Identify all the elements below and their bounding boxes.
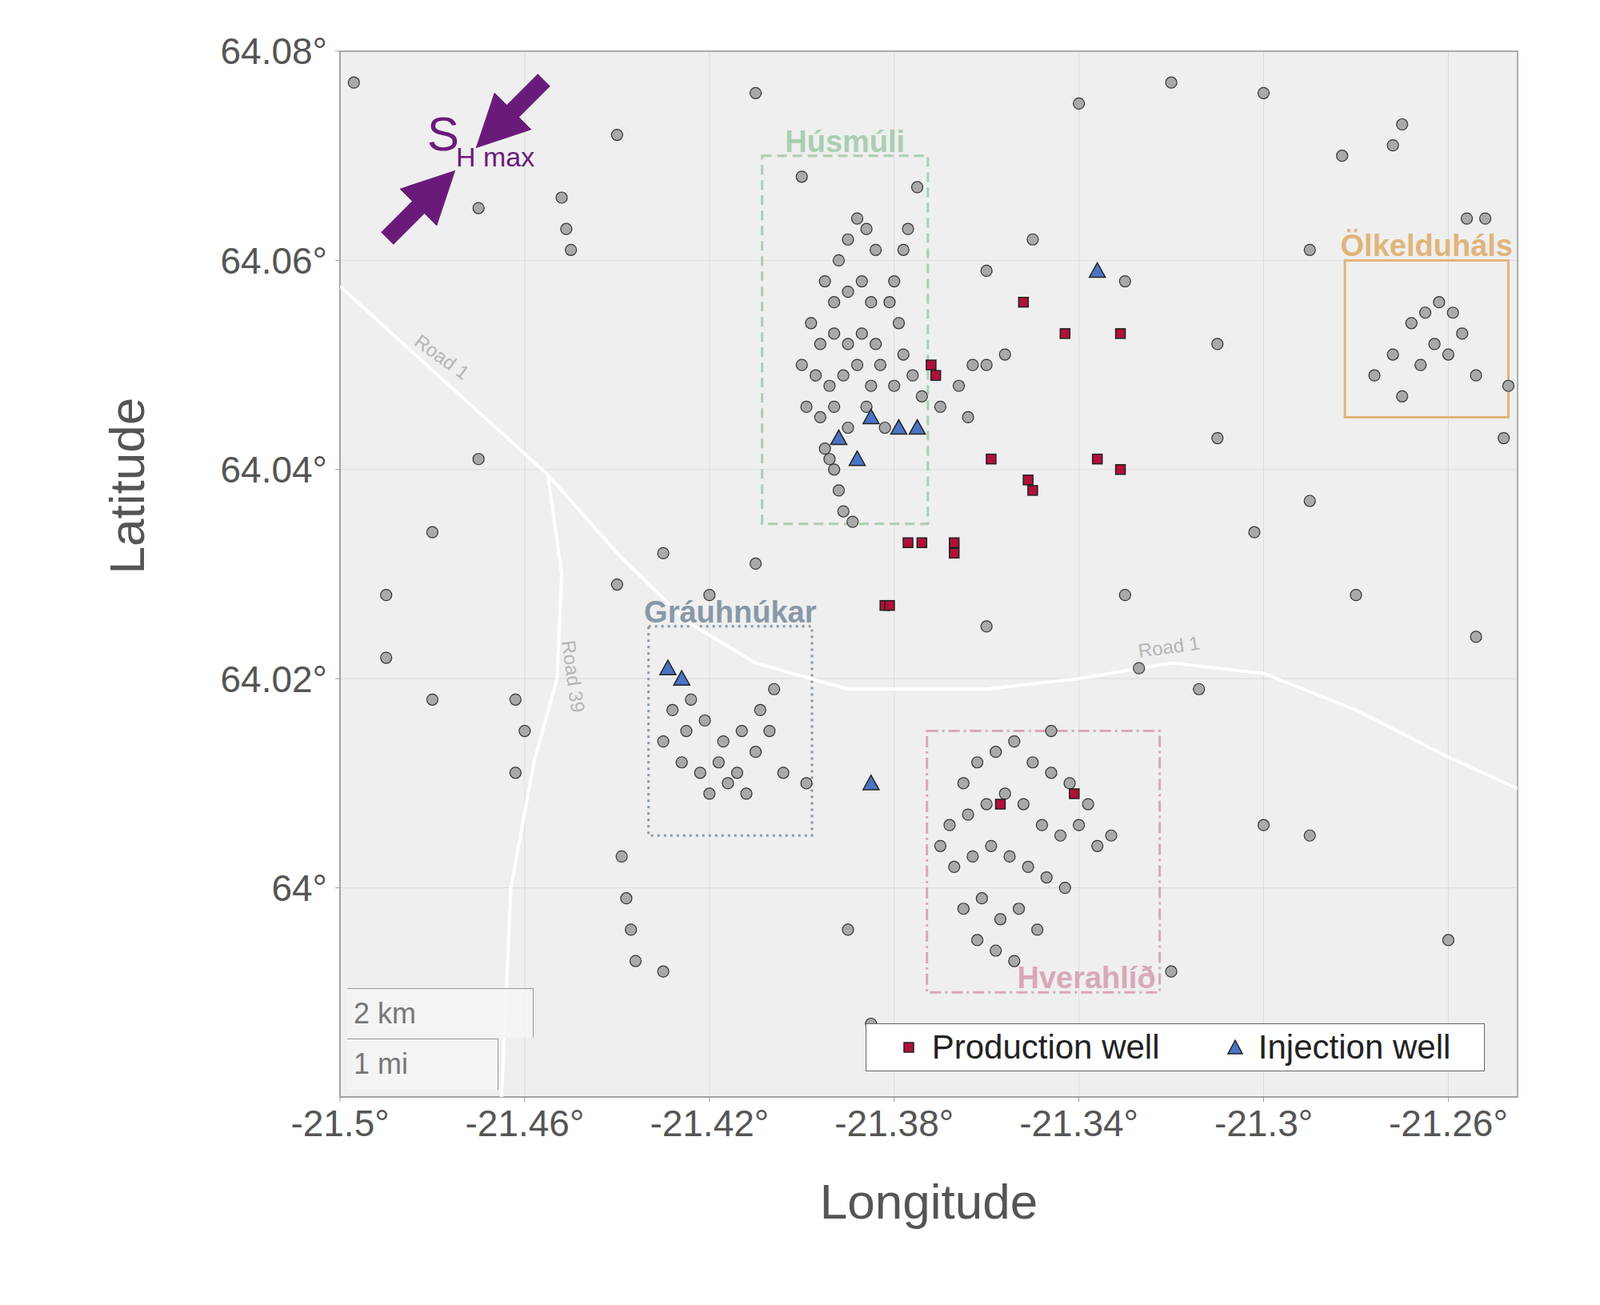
svg-text:-21.46°: -21.46°: [464, 1102, 584, 1144]
svg-text:Road 1: Road 1: [1136, 632, 1201, 663]
svg-text:-21.38°: -21.38°: [834, 1102, 954, 1144]
html-text:Injection well: Injection well: [1258, 1028, 1451, 1066]
svg-text:Road 1: Road 1: [410, 329, 473, 384]
svg-text:S: S: [427, 107, 460, 161]
svg-text:64°: 64°: [271, 867, 328, 909]
svg-text:-21.3°: -21.3°: [1214, 1102, 1313, 1144]
svg-text:Hverahlíð: Hverahlíð: [1016, 960, 1156, 995]
html-text:1 mi: 1 mi: [353, 1047, 408, 1080]
svg-text:64.06°: 64.06°: [220, 240, 328, 282]
svg-text:H max: H max: [456, 141, 535, 172]
svg-text:Longitude: Longitude: [820, 1173, 1038, 1229]
svg-text:Húsmúli: Húsmúli: [784, 124, 905, 159]
svg-text:Latitude: Latitude: [99, 397, 155, 575]
svg-text:-21.5°: -21.5°: [290, 1102, 389, 1144]
html-text:Production well: Production well: [931, 1028, 1160, 1066]
html-text:2 km: 2 km: [353, 996, 416, 1030]
svg-text:-21.42°: -21.42°: [649, 1102, 769, 1144]
svg-text:Gráuhnúkar: Gráuhnúkar: [644, 595, 817, 629]
svg-text:64.04°: 64.04°: [220, 448, 328, 491]
svg-text:64.02°: 64.02°: [220, 658, 328, 700]
svg-text:Road 39: Road 39: [557, 639, 589, 715]
svg-text:-21.34°: -21.34°: [1019, 1102, 1139, 1144]
svg-text:Ölkelduháls: Ölkelduháls: [1340, 228, 1513, 263]
svg-text:64.08°: 64.08°: [220, 30, 328, 72]
svg-text:-21.26°: -21.26°: [1388, 1102, 1508, 1144]
